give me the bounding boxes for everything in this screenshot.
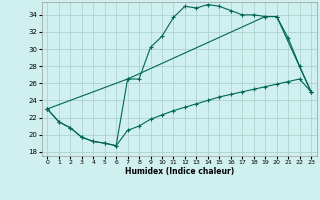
X-axis label: Humidex (Indice chaleur): Humidex (Indice chaleur) (124, 167, 234, 176)
